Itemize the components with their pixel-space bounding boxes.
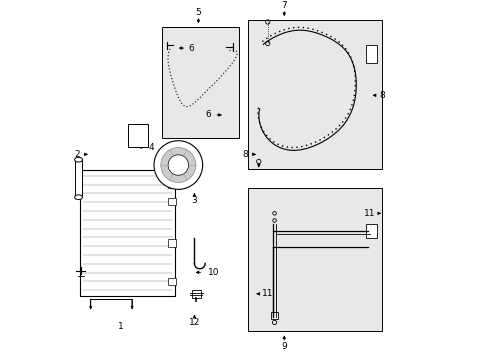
- Bar: [366, 45, 376, 63]
- Bar: [75, 160, 82, 197]
- Bar: [191, 290, 200, 298]
- Text: 8: 8: [379, 91, 385, 100]
- Bar: [271, 312, 277, 319]
- Bar: [168, 278, 176, 285]
- Bar: [168, 181, 176, 188]
- Text: 5: 5: [195, 8, 201, 17]
- FancyArrow shape: [131, 299, 133, 309]
- Text: 4: 4: [148, 143, 154, 152]
- Bar: [80, 170, 174, 296]
- Text: 10: 10: [207, 268, 219, 277]
- Circle shape: [154, 141, 202, 189]
- Ellipse shape: [75, 157, 82, 162]
- Text: 11: 11: [262, 289, 273, 298]
- Text: 2: 2: [75, 150, 80, 159]
- Text: 6: 6: [205, 111, 211, 120]
- Circle shape: [168, 155, 188, 175]
- Circle shape: [161, 148, 195, 183]
- FancyArrow shape: [89, 299, 92, 309]
- Text: 9: 9: [281, 342, 286, 351]
- Bar: [247, 188, 382, 332]
- Text: 6: 6: [188, 44, 194, 53]
- Text: 1: 1: [118, 321, 124, 330]
- Text: 11: 11: [363, 209, 375, 218]
- Bar: [128, 124, 147, 147]
- Text: 3: 3: [191, 196, 197, 205]
- Text: 7: 7: [281, 1, 286, 10]
- Bar: [366, 224, 376, 238]
- Text: 8: 8: [242, 150, 248, 159]
- Bar: [168, 239, 176, 247]
- Text: 12: 12: [188, 318, 200, 327]
- Ellipse shape: [75, 195, 82, 199]
- Bar: [162, 27, 239, 138]
- Bar: [247, 20, 382, 168]
- Bar: [168, 198, 176, 205]
